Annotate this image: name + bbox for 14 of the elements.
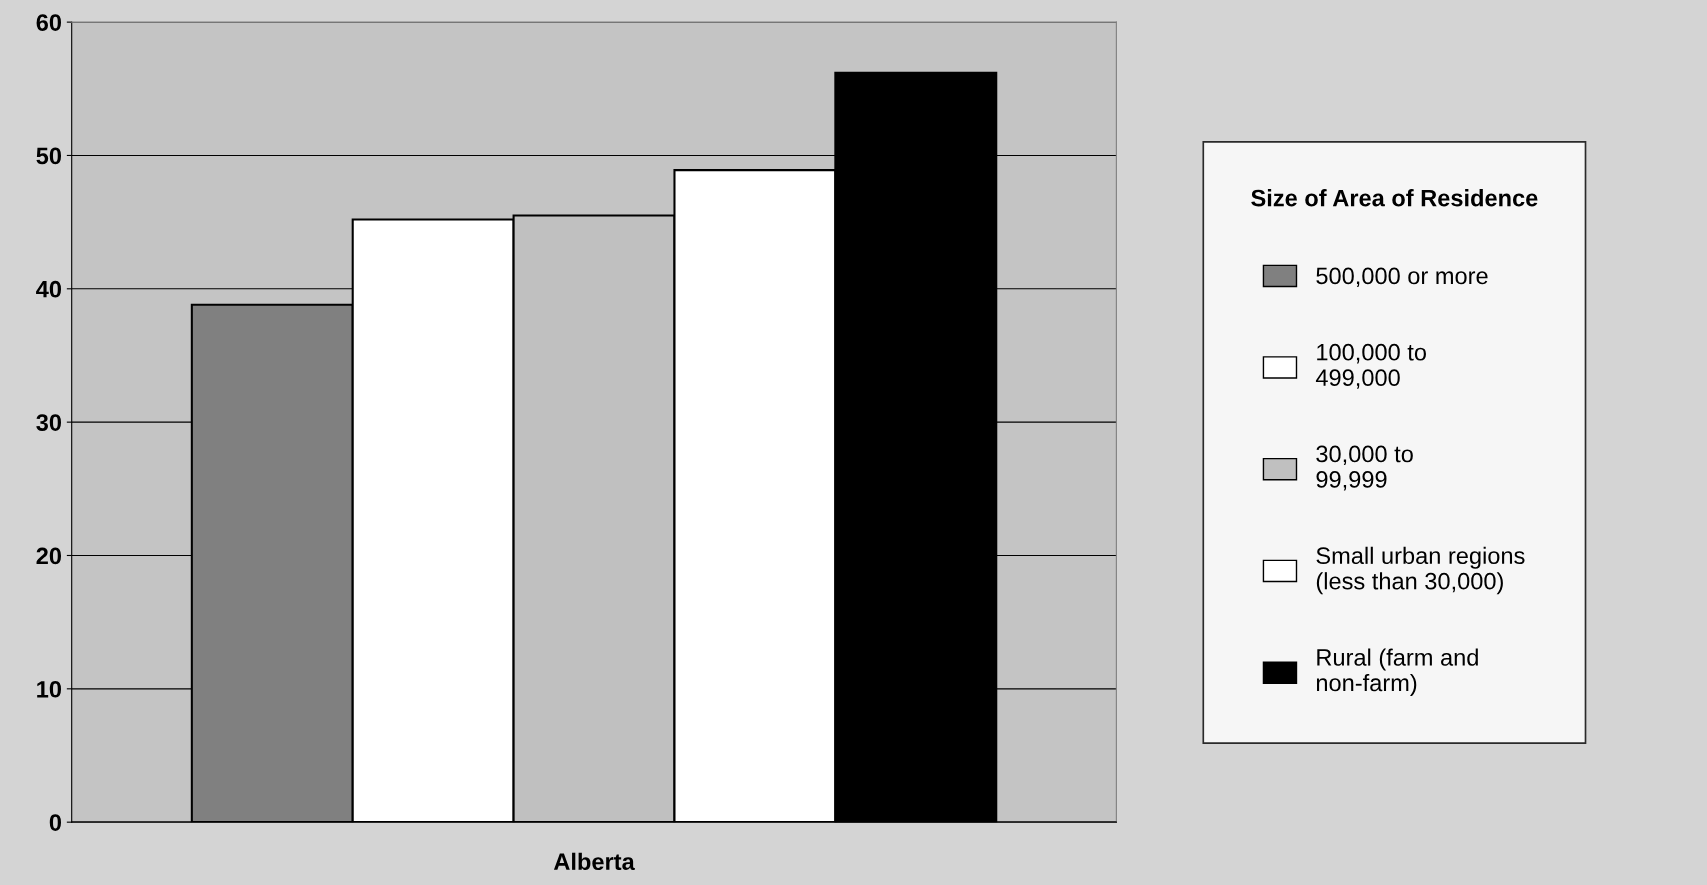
legend-label: 100,000 to 499,000 — [1315, 343, 1426, 389]
legend-label: Small urban regions (less than 30,000) — [1316, 546, 1525, 595]
legend-title: Size of Area of Residence — [1251, 189, 1538, 207]
y-tick-label: 30 — [36, 414, 62, 431]
y-tick-label: 10 — [37, 680, 62, 698]
y-tick-label: 60 — [36, 14, 62, 31]
legend-label: 500,000 or more — [1316, 267, 1488, 288]
legend-label: Rural (farm and non-farm) — [1316, 648, 1478, 696]
y-tick-label: 50 — [36, 147, 62, 165]
y-tick-label: 40 — [36, 280, 62, 298]
x-tick-label: Alberta — [553, 852, 635, 871]
y-tick-label: 0 — [49, 814, 62, 831]
legend-label: 30,000 to 99,999 — [1316, 445, 1413, 491]
y-tick-label: 20 — [36, 547, 62, 565]
